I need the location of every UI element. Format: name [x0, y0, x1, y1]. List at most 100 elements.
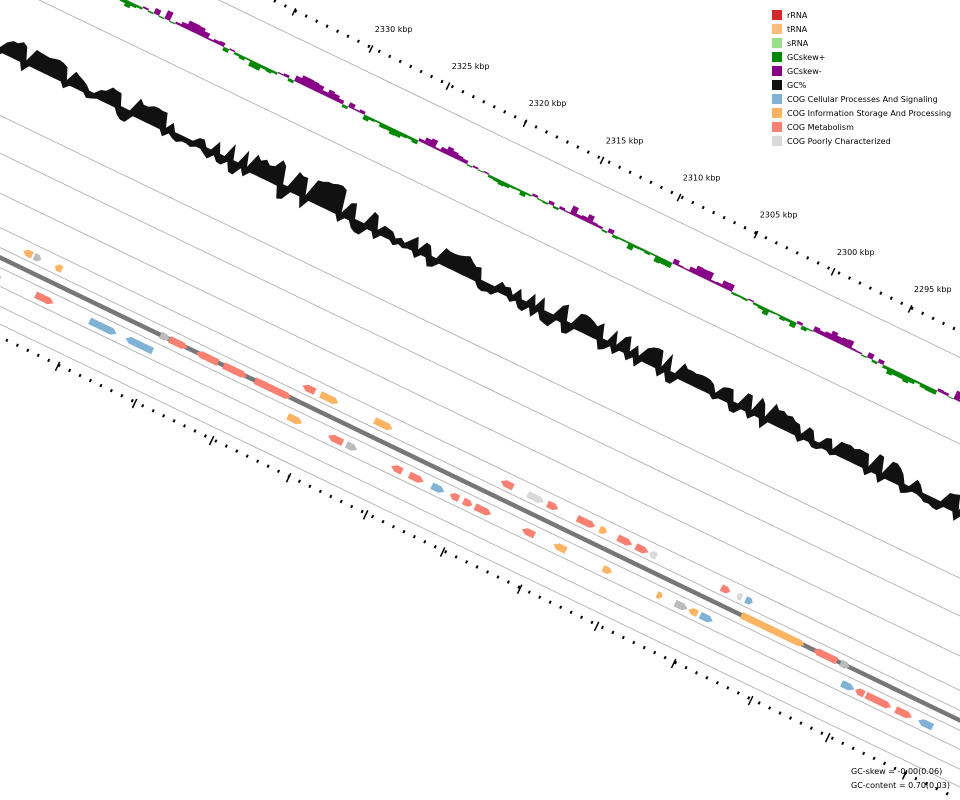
ruler-minor-tick	[315, 19, 319, 23]
gc-skew-positive-track	[142, 6, 960, 402]
inner-ruler-minor-tick	[736, 691, 740, 695]
inner-ruler-minor-tick	[444, 550, 448, 554]
inner-ruler-minor-tick	[109, 388, 113, 393]
inner-ruler-minor-tick	[371, 514, 375, 519]
gene-feature	[286, 413, 303, 425]
inner-ruler-major-tick	[131, 398, 138, 409]
gene-feature	[344, 441, 358, 451]
gene-feature	[655, 591, 663, 599]
ruler-major-tick	[445, 82, 451, 91]
gene-feature	[719, 584, 731, 594]
ruler-minor-tick	[565, 140, 569, 144]
ruler-label: 2295 kbp	[914, 285, 952, 294]
gene-feature	[698, 612, 713, 623]
inner-ruler-major-tick	[208, 435, 215, 446]
inner-ruler-minor-tick	[339, 499, 343, 504]
gene-feature	[575, 515, 596, 528]
inner-ruler-minor-tick	[329, 494, 333, 499]
legend-swatch	[772, 24, 782, 34]
inner-ruler-minor-tick	[256, 459, 260, 463]
ruler-minor-tick	[555, 135, 559, 139]
inner-ruler-minor-tick	[57, 363, 61, 368]
ruler-minor-tick	[304, 14, 308, 18]
ruler-minor-tick	[471, 94, 475, 99]
inner-ruler-minor-tick	[318, 489, 322, 494]
legend-label: COG Poorly Characterized	[787, 136, 891, 146]
gene-feature	[744, 596, 753, 605]
ruler-minor-tick	[712, 210, 716, 215]
inner-ruler-minor-tick	[214, 439, 218, 443]
gene-feature	[430, 482, 445, 493]
inner-ruler-minor-tick	[182, 424, 187, 428]
ruler-label: 2305 kbp	[760, 211, 798, 220]
inner-ruler-major-tick	[516, 584, 523, 594]
ruler-minor-tick	[701, 205, 705, 210]
inner-ruler-minor-tick	[809, 726, 813, 730]
ruler-minor-tick	[858, 281, 862, 285]
ruler-minor-tick	[513, 115, 517, 119]
inner-ruler-major-tick	[439, 547, 446, 557]
track-line	[0, 285, 960, 750]
inner-ruler-minor-tick	[694, 670, 699, 675]
legend-label: COG Cellular Processes And Signaling	[787, 94, 938, 104]
ruler-minor-tick	[795, 251, 799, 255]
gene-feature	[673, 599, 688, 611]
inner-ruler-minor-tick	[684, 665, 688, 670]
inner-ruler-minor-tick	[726, 686, 730, 690]
ruler-minor-tick	[482, 99, 486, 104]
inner-ruler-minor-tick	[705, 675, 709, 680]
inner-ruler-minor-tick	[517, 585, 521, 589]
inner-ruler-minor-tick	[590, 620, 594, 625]
ruler-minor-tick	[659, 185, 663, 190]
legend-swatch	[772, 52, 782, 62]
inner-ruler-major-tick	[824, 732, 831, 743]
legend-item: COG Information Storage And Processing	[772, 106, 951, 120]
ruler-minor-tick	[409, 64, 413, 69]
inner-ruler-minor-tick	[99, 383, 103, 388]
ruler-minor-tick	[388, 54, 392, 59]
ruler-major-tick	[522, 119, 528, 128]
ruler-minor-tick	[576, 145, 580, 149]
gene-feature	[222, 362, 247, 378]
gene-feature	[546, 500, 559, 511]
gene-feature	[739, 611, 805, 647]
inner-ruler-minor-tick	[68, 368, 72, 373]
legend-label: rRNA	[787, 10, 808, 20]
legend-swatch	[772, 94, 782, 104]
legend-swatch	[772, 10, 782, 20]
inner-ruler-minor-tick	[391, 524, 396, 529]
ruler-label: 2315 kbp	[606, 136, 644, 145]
inner-ruler-minor-tick	[203, 434, 207, 438]
inner-ruler-minor-tick	[506, 580, 510, 584]
legend-label: sRNA	[787, 38, 809, 48]
inner-ruler-minor-tick	[642, 645, 646, 650]
gene-feature	[302, 384, 317, 395]
gc-skew-negative-track	[119, 0, 954, 400]
ruler-minor-tick	[325, 24, 329, 28]
inner-ruler-minor-tick	[548, 600, 552, 604]
gene-feature	[449, 493, 461, 502]
inner-ruler-minor-tick	[778, 711, 782, 715]
ruler-major-tick	[368, 45, 374, 53]
ruler-minor-tick	[597, 155, 601, 159]
ruler-minor-tick	[461, 89, 465, 94]
inner-ruler-minor-tick	[799, 721, 803, 725]
ruler-minor-tick	[398, 59, 402, 64]
ruler-minor-tick	[764, 235, 768, 240]
legend-item: COG Poorly Characterized	[772, 134, 951, 148]
legend-swatch	[772, 108, 782, 118]
ruler-minor-tick	[586, 150, 590, 154]
inner-ruler-minor-tick	[935, 786, 939, 791]
legend-swatch	[772, 38, 782, 48]
inner-ruler-minor-tick	[747, 696, 751, 700]
ruler-minor-tick	[534, 125, 538, 129]
ruler-minor-tick	[346, 34, 350, 39]
inner-ruler-minor-tick	[5, 338, 9, 343]
ruler-minor-tick	[356, 39, 360, 44]
inner-ruler-minor-tick	[559, 605, 563, 610]
ruler-major-tick	[599, 156, 605, 165]
inner-ruler-minor-tick	[872, 756, 876, 761]
inner-ruler-minor-tick	[882, 761, 887, 766]
gene-feature	[34, 291, 54, 305]
